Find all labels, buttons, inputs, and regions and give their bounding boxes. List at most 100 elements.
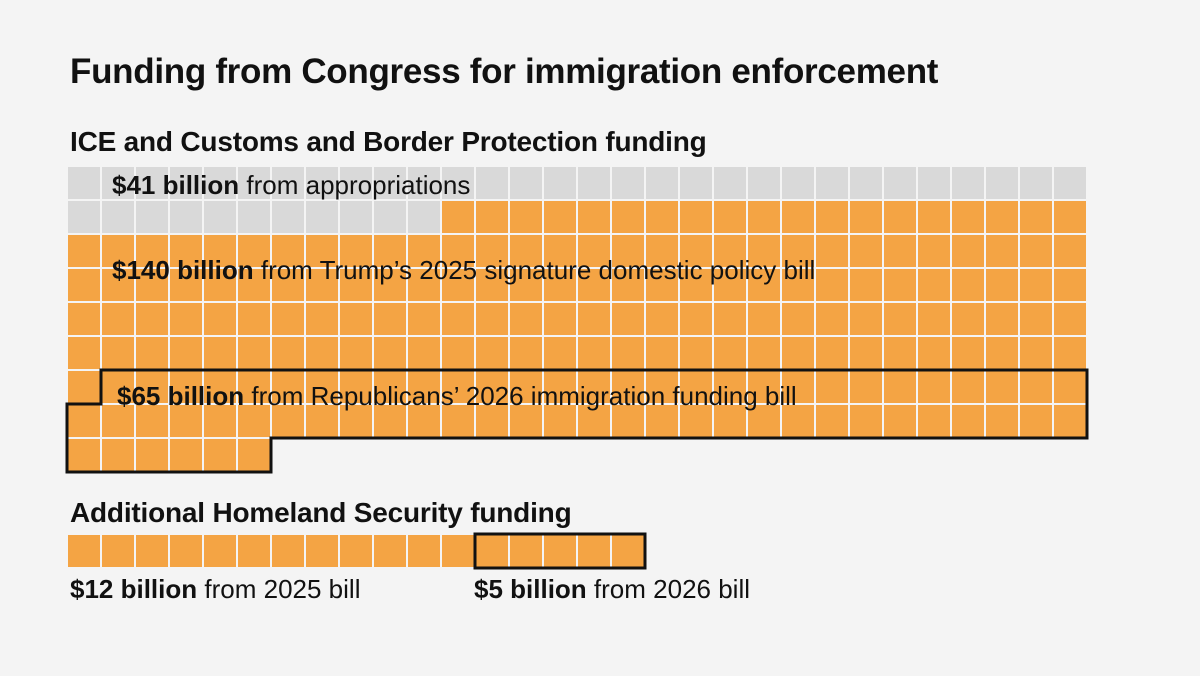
waffle-square-seg2 — [646, 201, 678, 233]
waffle-square-seg3 — [986, 405, 1018, 437]
waffle-square-seg3 — [340, 371, 372, 403]
waffle-square-seg1 — [102, 201, 134, 233]
waffle-square-seg1 — [340, 201, 372, 233]
waffle-square-seg2 — [510, 337, 542, 369]
label-appropriations-amount: $41 billion — [112, 170, 240, 200]
dhs-square-seg1 — [136, 535, 168, 567]
waffle-square-seg2 — [408, 337, 440, 369]
waffle-square-seg2 — [544, 337, 576, 369]
waffle-square-seg3 — [204, 371, 236, 403]
waffle-square-seg3 — [204, 405, 236, 437]
waffle-square-seg2 — [578, 201, 610, 233]
waffle-square-seg1 — [646, 167, 678, 199]
waffle-square-seg2 — [612, 303, 644, 335]
waffle-square-seg2 — [748, 201, 780, 233]
waffle-square-seg2 — [714, 235, 746, 267]
chart-title: Funding from Congress for immigration en… — [70, 52, 939, 91]
waffle-square-seg2 — [680, 303, 712, 335]
waffle-square-seg2 — [442, 201, 474, 233]
waffle-square-seg2 — [68, 337, 100, 369]
waffle-square-seg3 — [136, 439, 168, 471]
waffle-square-seg3 — [782, 371, 814, 403]
waffle-square-seg1 — [272, 167, 304, 199]
waffle-square-seg2 — [884, 303, 916, 335]
label-2025-bill: $140 billion from Trump’s 2025 signature… — [112, 255, 815, 285]
waffle-square-seg2 — [272, 337, 304, 369]
waffle-square-seg2 — [1054, 201, 1086, 233]
label-2026-bill: $65 billion from Republicans’ 2026 immig… — [117, 381, 797, 411]
label-appropriations: $41 billion from appropriations — [112, 170, 470, 200]
label-dhs-2026-text: from 2026 bill — [593, 574, 750, 604]
waffle-square-seg3 — [748, 405, 780, 437]
waffle-square-seg3 — [340, 405, 372, 437]
outline-seg3 — [65, 368, 1089, 474]
waffle-square-seg3 — [408, 405, 440, 437]
waffle-square-seg2 — [306, 303, 338, 335]
waffle-square-seg2 — [238, 235, 270, 267]
dhs-square-seg1 — [340, 535, 372, 567]
waffle-square-seg3 — [1020, 371, 1052, 403]
waffle-square-seg2 — [918, 235, 950, 267]
waffle-square-seg1 — [1020, 167, 1052, 199]
waffle-square-seg2 — [714, 201, 746, 233]
dhs-square-seg1 — [374, 535, 406, 567]
waffle-square-seg2 — [612, 269, 644, 301]
dhs-square-seg1 — [102, 535, 134, 567]
waffle-square-seg2 — [510, 201, 542, 233]
waffle-square-seg1 — [238, 201, 270, 233]
waffle-square-seg3 — [476, 371, 508, 403]
waffle-square-seg3 — [952, 371, 984, 403]
waffle-square-seg2 — [680, 235, 712, 267]
waffle-square-seg2 — [646, 235, 678, 267]
waffle-square-seg2 — [170, 235, 202, 267]
waffle-square-seg2 — [136, 269, 168, 301]
waffle-square-seg2 — [238, 337, 270, 369]
waffle-square-seg2 — [68, 303, 100, 335]
waffle-square-seg1 — [680, 167, 712, 199]
waffle-square-seg1 — [986, 167, 1018, 199]
waffle-square-seg2 — [816, 269, 848, 301]
waffle-square-seg3 — [612, 371, 644, 403]
waffle-square-seg2 — [306, 269, 338, 301]
label-dhs-2025: $12 billion from 2025 bill — [70, 574, 360, 604]
waffle-square-seg2 — [1054, 235, 1086, 267]
waffle-square-seg2 — [272, 303, 304, 335]
waffle-square-seg2 — [374, 269, 406, 301]
waffle-square-seg3 — [1054, 405, 1086, 437]
waffle-square-seg2 — [408, 235, 440, 267]
waffle-square-seg2 — [102, 337, 134, 369]
waffle-square-seg1 — [306, 167, 338, 199]
waffle-square-seg3 — [374, 371, 406, 403]
waffle-square-seg3 — [408, 371, 440, 403]
waffle-square-seg2 — [680, 201, 712, 233]
waffle-square-seg1 — [1054, 167, 1086, 199]
waffle-square-seg2 — [1020, 303, 1052, 335]
waffle-square-seg3 — [238, 371, 270, 403]
waffle-square-seg2 — [340, 303, 372, 335]
waffle-square-seg2 — [204, 235, 236, 267]
waffle-square-seg1 — [952, 167, 984, 199]
waffle-square-seg2 — [748, 303, 780, 335]
waffle-square-seg3 — [986, 371, 1018, 403]
waffle-square-seg3 — [68, 439, 100, 471]
waffle-square-seg2 — [408, 303, 440, 335]
waffle-square-seg3 — [442, 371, 474, 403]
waffle-square-seg2 — [238, 269, 270, 301]
waffle-square-seg2 — [816, 337, 848, 369]
waffle-square-seg3 — [306, 371, 338, 403]
waffle-square-seg2 — [136, 303, 168, 335]
waffle-square-seg2 — [748, 235, 780, 267]
waffle-square-seg2 — [340, 269, 372, 301]
dhs-square-seg1 — [68, 535, 100, 567]
dhs-outline-seg2 — [473, 532, 647, 570]
waffle-square-seg2 — [680, 269, 712, 301]
waffle-square-seg2 — [476, 337, 508, 369]
waffle-square-seg3 — [918, 405, 950, 437]
waffle-square-seg1 — [68, 167, 100, 199]
waffle-square-seg2 — [170, 337, 202, 369]
waffle-square-seg3 — [578, 405, 610, 437]
waffle-square-seg2 — [986, 303, 1018, 335]
waffle-square-seg1 — [850, 167, 882, 199]
waffle-square-seg2 — [102, 303, 134, 335]
